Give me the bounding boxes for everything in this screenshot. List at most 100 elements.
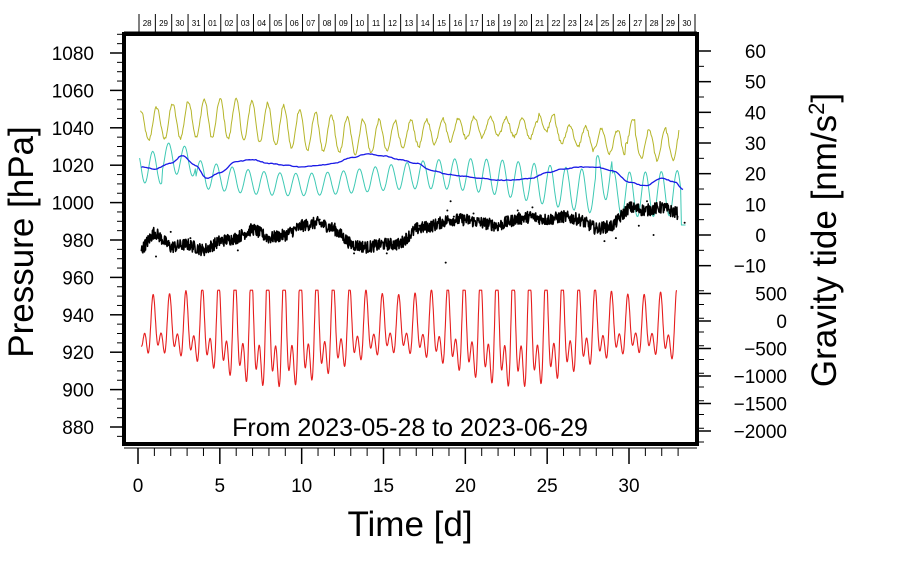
black-series-outlier (683, 221, 686, 224)
black-series-outlier (652, 234, 655, 236)
black-series-outlier (646, 200, 649, 203)
top-day-label: 11 (372, 19, 381, 28)
plot-frame (122, 32, 699, 446)
left-tick-label: 1020 (52, 156, 94, 177)
top-day-label: 14 (421, 19, 430, 28)
top-day-label: 30 (682, 19, 691, 28)
bottom-tick-label: 30 (618, 476, 639, 497)
top-day-label: 29 (159, 19, 168, 28)
top-day-label: 23 (568, 19, 577, 28)
red-series-line (140, 289, 678, 388)
x-axis-label: Time [d] (347, 505, 472, 544)
blue-series-line (141, 153, 684, 191)
date-range-annotation: From 2023-05-28 to 2023-06-29 (232, 414, 588, 442)
top-day-label: 22 (552, 19, 561, 28)
top-day-label: 06 (290, 19, 299, 28)
black-series-outlier (318, 218, 321, 221)
black-series-outlier (603, 240, 606, 243)
top-day-label: 02 (224, 19, 233, 28)
top-day-label: 31 (192, 19, 201, 28)
top-day-label: 21 (535, 19, 544, 28)
top-day-axis: 28 29 30 31 01 02 03 04 05 06 07 08 09 10 11 12 13 14 15 16… (124, 14, 697, 33)
left-axis: 880 900 920 940 960 980 1000 1020 1040 1060 1080 (52, 33, 124, 439)
top-day-label: 15 (437, 19, 446, 28)
right-axis: 60 50 40 30 20 10 0 −10 500 0 −500 −1000 −1500 −2000 (697, 42, 787, 443)
right-upper-tick-label: 30 (745, 134, 766, 155)
top-day-label: 12 (388, 19, 397, 28)
top-day-label: 05 (274, 19, 283, 28)
black-series-outlier (169, 230, 172, 233)
black-series-outlier (472, 212, 475, 215)
top-day-label: 10 (355, 19, 364, 28)
left-tick-label: 960 (62, 268, 94, 289)
black-series-outlier (155, 255, 158, 258)
black-series-outlier (637, 224, 640, 227)
left-tick-label: 940 (62, 306, 94, 327)
right-upper-tick-label: 20 (745, 165, 766, 186)
top-day-label: 13 (404, 19, 413, 28)
right-lower-tick-label: 500 (755, 285, 787, 306)
top-day-label: 20 (519, 19, 528, 28)
bottom-tick-label: 10 (291, 476, 312, 497)
series-layer (139, 97, 686, 388)
black-series-outlier (449, 200, 452, 203)
left-tick-label: 1040 (52, 119, 94, 140)
left-tick-label: 1000 (52, 194, 94, 215)
right-upper-tick-label: −10 (734, 257, 766, 278)
bottom-tick-label: 25 (537, 476, 558, 497)
black-series-outlier (614, 237, 617, 240)
bottom-tick-label: 20 (455, 476, 476, 497)
top-day-label: 03 (241, 19, 250, 28)
left-tick-label: 980 (62, 231, 94, 252)
y-axis-label-right: Gravity tide [nm/s2] (804, 93, 845, 387)
right-upper-tick-label: 0 (755, 226, 766, 247)
top-day-label: 27 (633, 19, 642, 28)
top-day-label: 18 (486, 19, 495, 28)
top-day-label: 24 (584, 19, 593, 28)
black-series-outlier (256, 224, 259, 227)
left-tick-label: 880 (62, 418, 94, 439)
right-upper-tick-label: 60 (745, 42, 766, 63)
black-series-outlier (452, 215, 455, 218)
black-series-outlier (531, 206, 534, 209)
black-series-outlier (189, 237, 192, 240)
y-axis-label-right-main: Gravity tide [nm/s (805, 115, 844, 387)
black-series-outlier (624, 212, 627, 215)
top-day-label: 09 (339, 19, 348, 28)
right-lower-tick-label: −1000 (734, 367, 787, 388)
top-day-label: 28 (650, 19, 659, 28)
top-day-label: 01 (208, 19, 217, 28)
left-tick-label: 900 (62, 381, 94, 402)
bottom-tick-label: 15 (373, 476, 394, 497)
top-day-label: 08 (323, 19, 332, 28)
black-series-outlier (505, 215, 508, 218)
black-series-outlier (385, 252, 388, 255)
black-series-line (140, 201, 679, 257)
top-day-label: 30 (175, 19, 184, 28)
left-tick-label: 1060 (52, 81, 94, 102)
bottom-axis: 0 5 10 15 20 25 30 (124, 447, 697, 497)
top-day-label: 25 (601, 19, 610, 28)
black-series-outlier (446, 209, 449, 212)
top-day-label: 29 (666, 19, 675, 28)
top-day-label: 07 (306, 19, 315, 28)
top-day-label: 19 (502, 19, 511, 28)
black-series-outlier (418, 224, 421, 227)
right-lower-tick-label: −1500 (734, 395, 787, 416)
olive-series-line (140, 97, 680, 162)
y-axis-label-right-sup: 2 (804, 103, 829, 115)
black-series-outlier (516, 209, 519, 212)
right-lower-tick-label: −2000 (734, 422, 787, 443)
right-lower-tick-label: 0 (776, 312, 787, 333)
black-series-outlier (353, 252, 356, 255)
y-axis-label-left: Pressure [hPa] (2, 126, 41, 358)
black-series-outlier (236, 249, 239, 252)
black-series-outlier (444, 261, 447, 264)
top-day-label: 04 (257, 19, 266, 28)
right-lower-tick-label: −500 (744, 340, 787, 361)
y-axis-label-right-end: ] (805, 93, 844, 103)
left-tick-label: 1080 (52, 44, 94, 65)
right-upper-tick-label: 10 (745, 195, 766, 216)
turquoise-series-line (139, 142, 686, 226)
